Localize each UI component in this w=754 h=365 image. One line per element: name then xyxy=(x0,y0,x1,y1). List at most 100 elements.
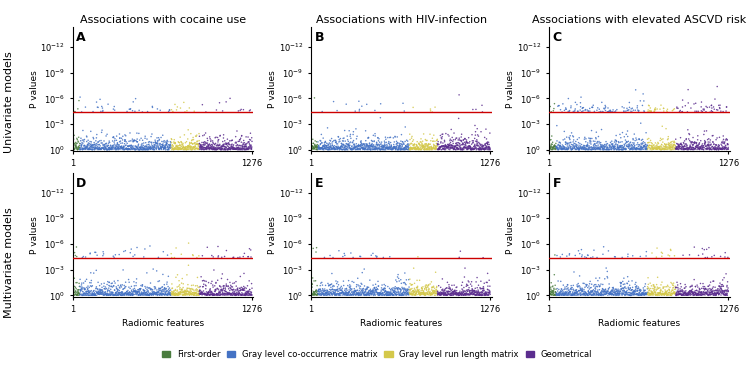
Point xyxy=(722,141,734,147)
Point xyxy=(380,139,392,145)
Point xyxy=(329,146,342,152)
Point xyxy=(586,128,598,134)
Point xyxy=(437,290,449,296)
Point xyxy=(365,252,377,258)
Point xyxy=(398,145,410,151)
Point xyxy=(430,146,442,151)
Point xyxy=(395,138,407,144)
Point xyxy=(617,147,629,153)
Point xyxy=(157,143,169,149)
Point xyxy=(613,147,625,153)
Point xyxy=(576,252,588,258)
Point xyxy=(366,289,379,295)
Point xyxy=(331,144,343,150)
Point xyxy=(94,287,106,293)
Point xyxy=(714,145,726,151)
Point xyxy=(170,288,182,293)
Point xyxy=(205,291,217,297)
Point xyxy=(345,139,357,145)
Point xyxy=(629,143,641,149)
Point xyxy=(246,292,258,298)
Point xyxy=(434,289,446,295)
Point xyxy=(196,289,208,295)
Point xyxy=(443,133,455,139)
Point xyxy=(630,107,642,113)
Point xyxy=(389,134,401,140)
Point xyxy=(470,138,482,144)
Point xyxy=(702,288,714,293)
Point xyxy=(685,145,697,150)
Point xyxy=(461,137,473,143)
Point xyxy=(127,143,139,149)
Point xyxy=(704,139,716,145)
Point xyxy=(138,254,150,260)
Point xyxy=(406,289,418,295)
Point xyxy=(141,284,153,290)
Point xyxy=(351,290,363,296)
Point xyxy=(582,292,594,298)
Point xyxy=(610,132,622,138)
Point xyxy=(375,290,387,296)
Point xyxy=(414,292,426,297)
Point xyxy=(646,289,658,295)
Point xyxy=(670,291,682,296)
Point xyxy=(127,286,139,292)
Point xyxy=(361,285,373,291)
Point xyxy=(198,291,210,296)
Point xyxy=(445,291,457,296)
Point xyxy=(162,292,174,298)
Point xyxy=(96,281,108,287)
Point xyxy=(231,145,244,151)
Point xyxy=(676,292,688,298)
Point xyxy=(236,287,248,293)
Point xyxy=(121,141,133,146)
Point xyxy=(326,270,338,276)
Point xyxy=(458,288,470,294)
Point xyxy=(76,284,88,290)
Point xyxy=(614,291,626,296)
Point xyxy=(169,139,181,145)
Point xyxy=(118,145,130,150)
Point xyxy=(90,268,103,273)
Point xyxy=(706,108,718,114)
Point xyxy=(316,146,328,151)
Point xyxy=(676,109,688,115)
Point xyxy=(378,143,390,149)
Point xyxy=(118,283,130,288)
Point xyxy=(146,287,158,293)
Point xyxy=(189,290,201,296)
Point xyxy=(703,146,715,152)
Point xyxy=(595,144,607,150)
Point xyxy=(474,286,486,292)
Point xyxy=(182,282,194,288)
Point xyxy=(103,280,115,285)
Point xyxy=(334,292,346,298)
Point xyxy=(93,292,106,297)
Point xyxy=(411,289,423,295)
Point xyxy=(372,290,384,296)
Point xyxy=(174,142,186,147)
Point xyxy=(645,108,657,114)
Point xyxy=(583,290,595,296)
Point xyxy=(401,142,413,148)
Point xyxy=(354,253,366,259)
Point xyxy=(384,145,396,151)
Point xyxy=(415,291,427,297)
Point xyxy=(585,292,597,298)
Point xyxy=(633,290,645,296)
Point xyxy=(167,292,179,298)
Point xyxy=(233,145,245,151)
Point xyxy=(668,140,680,146)
Point xyxy=(669,147,681,153)
Point xyxy=(79,278,91,284)
Point xyxy=(361,146,373,152)
Point xyxy=(689,146,701,151)
Point xyxy=(141,142,153,148)
Point xyxy=(480,291,492,296)
Point xyxy=(197,284,209,290)
Point xyxy=(178,292,190,297)
Point xyxy=(170,107,182,113)
Point xyxy=(318,292,330,298)
Point xyxy=(436,291,448,296)
Point xyxy=(176,146,188,152)
